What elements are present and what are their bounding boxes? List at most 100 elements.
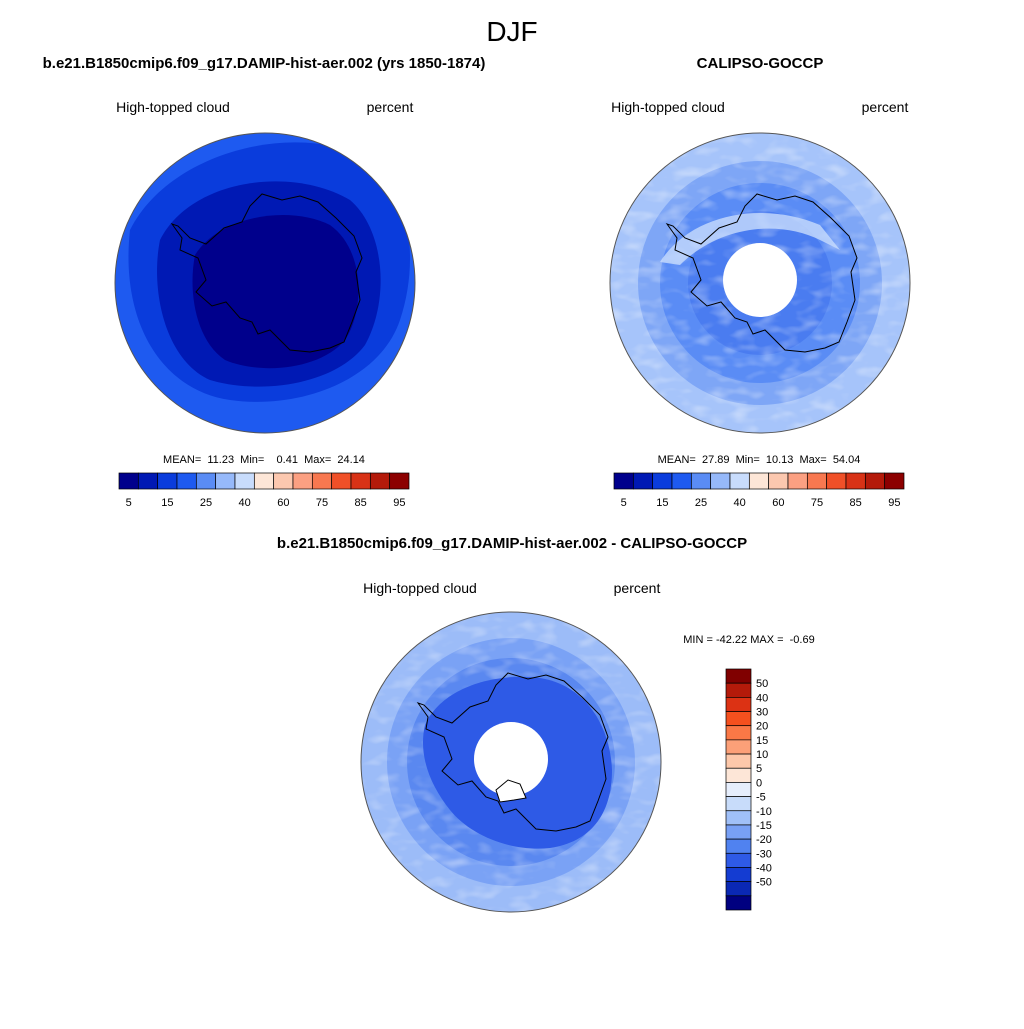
obs-colorbar-box (729, 472, 750, 490)
model-colorbar-box (253, 472, 275, 490)
model-colorbar-tick-label: 85 (355, 497, 367, 509)
diff-colorbar-box (725, 711, 752, 727)
diff-colorbar-tick-label: -15 (756, 820, 772, 832)
obs-colorbar-box (652, 472, 673, 490)
panel-diff-stats: MIN = -42.22 MAX = -0.69 (683, 634, 814, 646)
diff-colorbar-tick-label: -20 (756, 834, 772, 846)
obs-colorbar-box (690, 472, 712, 490)
diff-colorbar-box (725, 796, 752, 812)
diff-colorbar-box (725, 881, 752, 897)
diff-colorbar-box (725, 753, 752, 769)
panel-model-left-label: High-topped cloud (116, 99, 230, 115)
panel-model-right-label: percent (367, 99, 414, 115)
obs-colorbar-box (632, 472, 654, 490)
model-colorbar-tick-label: 25 (200, 497, 212, 509)
obs-colorbar-box (768, 472, 789, 490)
diff-colorbar-box (725, 838, 752, 854)
model-colorbar-tick-label: 75 (316, 497, 328, 509)
antarctica-outline-model (170, 193, 363, 353)
model-colorbar-box (176, 472, 197, 490)
diff-colorbar-tick-label: 15 (756, 735, 768, 747)
model-colorbar-box (215, 472, 236, 490)
obs-colorbar-tick-label: 95 (888, 497, 900, 509)
obs-colorbar-tick-label: 75 (811, 497, 823, 509)
panel-model-title: b.e21.B1850cmip6.f09_g17.DAMIP-hist-aer.… (43, 55, 486, 72)
obs-colorbar-box (613, 472, 634, 490)
panel-diff-right-label: percent (614, 580, 661, 596)
model-colorbar-box (273, 472, 294, 490)
obs-colorbar-box (748, 472, 770, 490)
model-colorbar-box (157, 472, 178, 490)
model-colorbar-tick-label: 5 (126, 497, 132, 509)
model-colorbar-box (389, 472, 410, 490)
diff-colorbar-tick-label: 30 (756, 707, 768, 719)
model-colorbar-tick-label: 15 (161, 497, 173, 509)
diff-colorbar-box (725, 682, 752, 698)
panel-diff-title: b.e21.B1850cmip6.f09_g17.DAMIP-hist-aer.… (277, 535, 747, 552)
panel-obs-right-label: percent (862, 99, 909, 115)
obs-colorbar-tick-label: 15 (656, 497, 668, 509)
model-colorbar-box (331, 472, 352, 490)
diff-colorbar-tick-label: -40 (756, 862, 772, 874)
model-colorbar-box (137, 472, 159, 490)
panel-obs-stats: MEAN= 27.89 Min= 10.13 Max= 54.04 (658, 454, 861, 466)
diff-colorbar-tick-label: 20 (756, 721, 768, 733)
diff-colorbar-tick-label: -50 (756, 877, 772, 889)
model-colorbar-box (118, 472, 139, 490)
diff-colorbar-box (725, 782, 752, 797)
panel-model-colorbar: 5 15 25 40 60 75 85 95 (118, 472, 410, 509)
diff-colorbar-box (725, 668, 752, 684)
model-colorbar-tick-label: 95 (393, 497, 405, 509)
diff-colorbar-tick-label: -10 (756, 806, 772, 818)
obs-colorbar-box (864, 472, 886, 490)
diff-colorbar-tick-label: 0 (756, 777, 762, 789)
model-colorbar-box (234, 472, 255, 490)
diff-colorbar-tick-label: -30 (756, 848, 772, 860)
panel-model: b.e21.B1850cmip6.f09_g17.DAMIP-hist-aer.… (43, 55, 486, 509)
panel-diff-map (361, 612, 661, 912)
obs-colorbar-box (884, 472, 905, 490)
panel-model-map (115, 133, 415, 433)
diff-colorbar-box (725, 739, 752, 755)
diff-colorbar-box (725, 810, 752, 826)
antarctica-outline-obs (665, 193, 858, 353)
model-colorbar-tick-label: 40 (239, 497, 251, 509)
diff-colorbar-tick-label: 5 (756, 763, 762, 775)
diff-colorbar-tick-label: -5 (756, 792, 766, 804)
diff-colorbar-tick-label: 40 (756, 692, 768, 704)
obs-colorbar-box (671, 472, 692, 490)
diff-colorbar-tick-label: 10 (756, 749, 768, 761)
diff-colorbar-box (725, 867, 752, 882)
model-colorbar-tick-label: 60 (277, 497, 289, 509)
obs-colorbar-box (806, 472, 828, 490)
obs-colorbar-box (710, 472, 731, 490)
model-colorbar-box (311, 472, 333, 490)
obs-colorbar-box (787, 472, 808, 490)
panel-obs-title: CALIPSO-GOCCP (697, 55, 824, 72)
obs-colorbar-tick-label: 40 (734, 497, 746, 509)
page-title: DJF (486, 16, 537, 47)
diff-colorbar-box (725, 824, 752, 840)
diff-colorbar-box (725, 767, 752, 783)
panel-obs: CALIPSO-GOCCP High-topped cloud percent … (609, 55, 911, 509)
panel-diff-left-label: High-topped cloud (363, 580, 477, 596)
obs-colorbar-box (845, 472, 866, 490)
diff-colorbar-box (725, 725, 752, 741)
obs-colorbar-tick-label: 5 (621, 497, 627, 509)
panel-diff: b.e21.B1850cmip6.f09_g17.DAMIP-hist-aer.… (277, 535, 815, 913)
diff-colorbar-tick-label: 50 (756, 678, 768, 690)
model-colorbar-box (292, 472, 313, 490)
diff-colorbar-box (725, 697, 752, 712)
obs-colorbar-tick-label: 25 (695, 497, 707, 509)
diff-colorbar-box (725, 895, 752, 911)
panel-obs-map (610, 133, 910, 433)
antarctica-outline-diff (416, 672, 609, 832)
diff-colorbar-box (725, 852, 752, 868)
model-colorbar-box (195, 472, 217, 490)
panel-model-stats: MEAN= 11.23 Min= 0.41 Max= 24.14 (163, 454, 365, 466)
obs-colorbar-tick-label: 85 (850, 497, 862, 509)
panel-obs-left-label: High-topped cloud (611, 99, 725, 115)
panel-obs-colorbar: 5 15 25 40 60 75 85 95 (613, 472, 905, 509)
